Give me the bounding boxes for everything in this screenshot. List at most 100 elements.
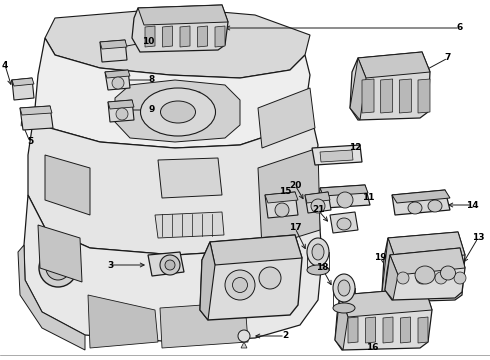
Ellipse shape <box>397 272 409 284</box>
Polygon shape <box>392 190 450 203</box>
Polygon shape <box>132 5 228 52</box>
Polygon shape <box>258 148 320 248</box>
Polygon shape <box>20 106 53 130</box>
Text: 10: 10 <box>142 37 154 46</box>
Polygon shape <box>35 38 310 148</box>
Polygon shape <box>155 212 224 238</box>
Polygon shape <box>155 92 202 111</box>
Polygon shape <box>340 288 432 317</box>
Ellipse shape <box>259 267 281 289</box>
Polygon shape <box>88 295 158 348</box>
Polygon shape <box>305 192 330 203</box>
Text: 11: 11 <box>362 194 374 202</box>
Polygon shape <box>335 295 348 350</box>
Polygon shape <box>382 232 465 302</box>
Polygon shape <box>320 150 353 162</box>
Polygon shape <box>388 232 465 261</box>
Polygon shape <box>210 235 302 265</box>
Ellipse shape <box>275 203 289 217</box>
Polygon shape <box>20 106 52 115</box>
Polygon shape <box>348 317 358 343</box>
Polygon shape <box>382 238 396 302</box>
Polygon shape <box>12 78 34 100</box>
Polygon shape <box>45 155 90 215</box>
Polygon shape <box>330 212 358 233</box>
Ellipse shape <box>333 274 355 302</box>
Ellipse shape <box>416 272 428 284</box>
Ellipse shape <box>46 256 70 280</box>
Polygon shape <box>318 188 323 210</box>
Ellipse shape <box>415 266 435 284</box>
Ellipse shape <box>441 266 456 280</box>
Text: 14: 14 <box>466 201 478 210</box>
Circle shape <box>238 330 250 342</box>
Text: 17: 17 <box>289 224 301 233</box>
Text: 3: 3 <box>107 261 113 270</box>
Ellipse shape <box>338 280 350 296</box>
Polygon shape <box>418 317 428 343</box>
Circle shape <box>112 77 124 89</box>
Polygon shape <box>265 192 298 218</box>
Ellipse shape <box>225 270 255 300</box>
Polygon shape <box>28 108 318 255</box>
Ellipse shape <box>435 272 447 284</box>
Text: 6: 6 <box>457 23 463 32</box>
Ellipse shape <box>307 265 329 275</box>
Polygon shape <box>258 88 315 148</box>
Polygon shape <box>105 70 130 78</box>
Text: 18: 18 <box>316 264 328 273</box>
Polygon shape <box>366 317 375 343</box>
Ellipse shape <box>161 101 196 123</box>
Polygon shape <box>105 70 130 90</box>
Polygon shape <box>215 26 225 47</box>
Text: 7: 7 <box>445 54 451 63</box>
Polygon shape <box>145 26 155 47</box>
Ellipse shape <box>428 200 442 212</box>
Polygon shape <box>390 248 465 275</box>
Polygon shape <box>200 242 215 320</box>
Polygon shape <box>385 248 465 300</box>
Polygon shape <box>12 78 34 86</box>
Text: 12: 12 <box>349 144 361 153</box>
Polygon shape <box>18 245 85 350</box>
Text: 15: 15 <box>279 188 291 197</box>
Ellipse shape <box>312 244 324 260</box>
Polygon shape <box>148 252 184 276</box>
Polygon shape <box>383 317 393 343</box>
Text: 19: 19 <box>374 253 386 262</box>
Polygon shape <box>108 100 134 122</box>
Ellipse shape <box>333 303 355 313</box>
Polygon shape <box>320 185 370 208</box>
Polygon shape <box>320 185 368 196</box>
Polygon shape <box>115 80 240 142</box>
Ellipse shape <box>337 218 351 230</box>
Ellipse shape <box>165 260 175 270</box>
Polygon shape <box>400 317 411 343</box>
Ellipse shape <box>160 255 180 275</box>
Polygon shape <box>312 145 362 165</box>
Ellipse shape <box>232 278 247 292</box>
Polygon shape <box>45 8 310 78</box>
Polygon shape <box>163 26 172 47</box>
Polygon shape <box>180 26 190 47</box>
Text: 21: 21 <box>312 206 324 215</box>
Polygon shape <box>358 52 430 78</box>
Text: 16: 16 <box>366 343 378 352</box>
Polygon shape <box>138 5 228 25</box>
Polygon shape <box>160 302 248 348</box>
Text: 9: 9 <box>149 105 155 114</box>
Polygon shape <box>38 225 82 282</box>
Polygon shape <box>418 79 430 113</box>
Polygon shape <box>197 26 207 47</box>
Ellipse shape <box>408 202 422 214</box>
Text: 13: 13 <box>472 234 484 243</box>
Polygon shape <box>305 192 331 213</box>
Text: 2: 2 <box>282 332 288 341</box>
Polygon shape <box>158 158 222 198</box>
Polygon shape <box>399 79 411 113</box>
Ellipse shape <box>39 249 77 287</box>
Ellipse shape <box>53 263 63 273</box>
Polygon shape <box>24 195 322 342</box>
Text: 5: 5 <box>27 138 33 147</box>
Polygon shape <box>381 79 392 113</box>
